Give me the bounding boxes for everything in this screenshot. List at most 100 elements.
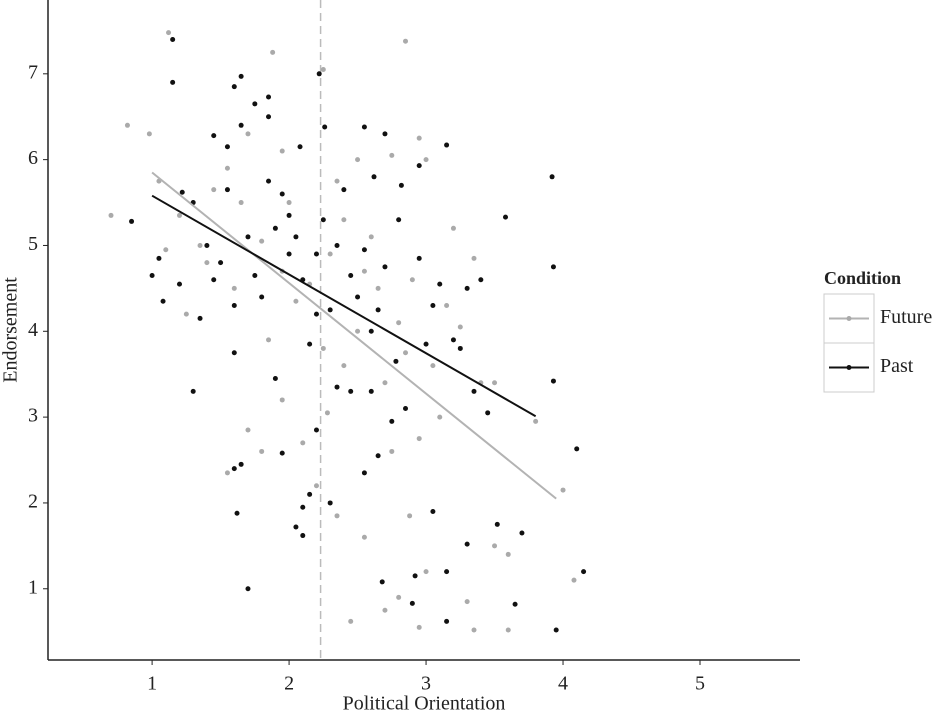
point — [300, 440, 306, 446]
point — [231, 466, 237, 472]
point — [423, 157, 429, 163]
legend-label: Future — [880, 306, 932, 328]
point — [245, 131, 251, 137]
point — [300, 504, 306, 510]
point — [412, 573, 418, 579]
point — [550, 264, 556, 270]
point — [259, 238, 265, 244]
point — [361, 124, 367, 130]
y-tick-label: 6 — [28, 147, 38, 169]
point — [382, 607, 388, 613]
point — [245, 427, 251, 433]
point — [464, 541, 470, 547]
point — [238, 200, 244, 206]
x-tick-label: 3 — [421, 673, 431, 695]
point — [361, 534, 367, 540]
point — [166, 30, 172, 36]
point — [361, 470, 367, 476]
point — [293, 524, 299, 530]
point — [409, 277, 415, 283]
legend-dot — [846, 316, 852, 321]
y-tick-label: 4 — [28, 319, 38, 341]
point — [574, 446, 580, 452]
point — [224, 187, 230, 193]
point — [327, 500, 333, 506]
point — [478, 277, 484, 283]
point — [313, 311, 319, 317]
point — [156, 255, 162, 261]
point — [231, 84, 237, 90]
point — [313, 483, 319, 489]
point — [238, 461, 244, 467]
point — [341, 187, 347, 193]
point — [176, 212, 182, 218]
point — [492, 380, 498, 386]
point — [211, 277, 217, 283]
legend-title: Condition — [824, 268, 901, 288]
point — [307, 341, 313, 347]
point — [464, 599, 470, 605]
point — [341, 363, 347, 369]
point — [430, 303, 436, 309]
point — [348, 273, 354, 279]
trend-line — [151, 171, 557, 500]
point — [327, 307, 333, 313]
point — [279, 450, 285, 456]
point — [211, 187, 217, 193]
point — [423, 569, 429, 575]
point — [403, 350, 409, 356]
point — [197, 242, 203, 248]
point — [334, 242, 340, 248]
point — [170, 79, 176, 85]
y-tick-label: 5 — [28, 233, 38, 255]
point — [270, 49, 276, 55]
point — [279, 191, 285, 197]
point — [320, 345, 326, 351]
point — [382, 131, 388, 137]
point — [368, 234, 374, 240]
point — [382, 264, 388, 270]
point — [355, 157, 361, 163]
point — [450, 225, 456, 231]
point — [183, 311, 189, 317]
point — [389, 152, 395, 158]
x-axis-label: Political Orientation — [343, 693, 506, 715]
point — [334, 178, 340, 184]
point — [375, 285, 381, 291]
point — [348, 388, 354, 394]
point — [286, 200, 292, 206]
point — [519, 530, 525, 536]
point — [457, 345, 463, 351]
point — [252, 101, 258, 107]
point — [505, 551, 511, 557]
point — [416, 436, 422, 442]
point — [403, 406, 409, 412]
point — [382, 380, 388, 386]
point — [533, 418, 539, 424]
point — [146, 131, 152, 137]
point — [149, 273, 155, 279]
point — [266, 337, 272, 343]
point — [272, 375, 278, 381]
point — [379, 579, 385, 585]
point — [416, 624, 422, 630]
point — [204, 242, 210, 248]
point — [444, 569, 450, 575]
point — [492, 543, 498, 549]
point — [231, 285, 237, 291]
point — [238, 73, 244, 79]
point — [581, 569, 587, 575]
point — [218, 260, 224, 266]
point — [371, 174, 377, 180]
x-tick-label: 2 — [284, 673, 294, 695]
point — [494, 521, 500, 527]
point — [416, 163, 422, 169]
point — [313, 251, 319, 257]
point — [334, 384, 340, 390]
point — [398, 182, 404, 188]
point — [444, 303, 450, 309]
point — [286, 212, 292, 218]
point — [437, 281, 443, 287]
y-tick-label: 2 — [28, 491, 38, 513]
